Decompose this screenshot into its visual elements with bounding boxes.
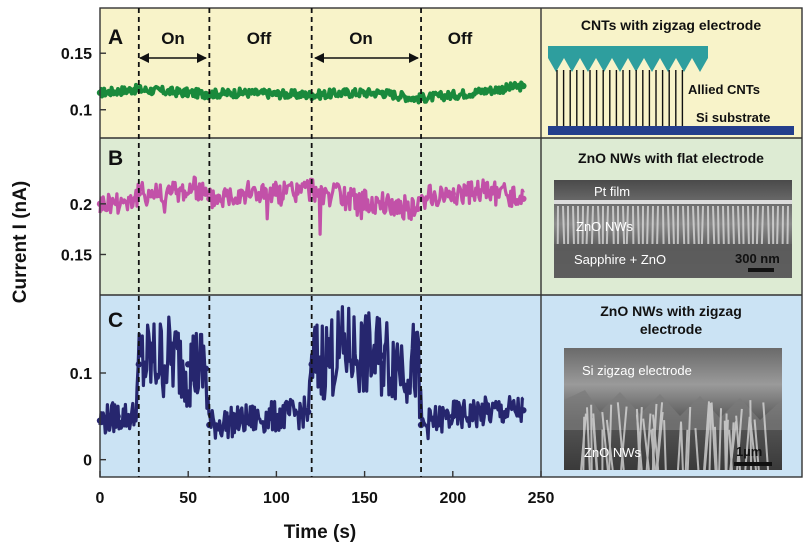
zno-nws-label-c: ZnO NWs bbox=[584, 445, 642, 460]
y-tick-label: 0 bbox=[83, 453, 92, 470]
y-axis-label: Current I (nA) bbox=[10, 181, 31, 303]
interval-label-2: Off bbox=[247, 29, 272, 48]
x-tick-label: 250 bbox=[528, 490, 555, 507]
zigzag-teeth bbox=[548, 58, 708, 72]
si-substrate-label: Si substrate bbox=[696, 110, 770, 125]
x-tick-label: 200 bbox=[439, 490, 466, 507]
cnt-schematic bbox=[548, 46, 794, 135]
panel-a-annotation-title: CNTs with zigzag electrode bbox=[581, 17, 761, 33]
y-tick-label: 0.15 bbox=[61, 46, 92, 63]
sapphire-label: Sapphire + ZnO bbox=[574, 252, 666, 267]
y-tick-label: 0.2 bbox=[70, 197, 92, 214]
x-tick-label: 100 bbox=[263, 490, 290, 507]
allied-cnts-label: Allied CNTs bbox=[688, 82, 760, 97]
sem-image-c bbox=[564, 348, 782, 471]
scale-label-c: 1µm bbox=[736, 444, 762, 459]
x-tick-label: 50 bbox=[179, 490, 197, 507]
scale-label-b: 300 nm bbox=[735, 251, 780, 266]
allied-cnts bbox=[556, 70, 684, 126]
y-ticks: 0.15 0.1 0.2 0.15 0.1 0 bbox=[61, 46, 106, 470]
interval-label-3: On bbox=[349, 29, 373, 48]
pt-film-label: Pt film bbox=[594, 184, 630, 199]
scale-bar-b bbox=[748, 268, 774, 272]
zno-nws-label-b: ZnO NWs bbox=[576, 219, 634, 234]
interval-label-4: Off bbox=[448, 29, 473, 48]
x-tick-label: 0 bbox=[96, 490, 105, 507]
y-tick-label: 0.1 bbox=[70, 366, 92, 383]
interval-label-1: On bbox=[161, 29, 185, 48]
si-zigzag-label: Si zigzag electrode bbox=[582, 363, 692, 378]
interval-arrowheads bbox=[139, 53, 419, 63]
scale-bar-c bbox=[734, 462, 772, 466]
panel-borders bbox=[99, 7, 803, 478]
panel-b-label: B bbox=[108, 147, 123, 170]
panel-c-annotation-title-line2: electrode bbox=[640, 321, 702, 337]
zigzag-electrode-bar bbox=[548, 46, 708, 58]
panel-c-label: C bbox=[108, 309, 123, 332]
si-substrate-bar bbox=[548, 126, 794, 135]
panel-c-annotation-title-line1: ZnO NWs with zigzag bbox=[600, 303, 742, 319]
x-ticks: 0 50 100 150 200 250 bbox=[96, 471, 555, 507]
x-tick-label: 150 bbox=[351, 490, 378, 507]
y-tick-label: 0.1 bbox=[70, 103, 92, 120]
y-tick-label: 0.15 bbox=[61, 247, 92, 264]
panel-b-annotation-title: ZnO NWs with flat electrode bbox=[578, 150, 764, 166]
x-axis-label: Time (s) bbox=[284, 522, 357, 543]
sem-image-b bbox=[554, 180, 792, 278]
switch-lines bbox=[137, 8, 422, 477]
panel-a-bg bbox=[100, 8, 802, 138]
panel-a-label: A bbox=[108, 26, 123, 49]
